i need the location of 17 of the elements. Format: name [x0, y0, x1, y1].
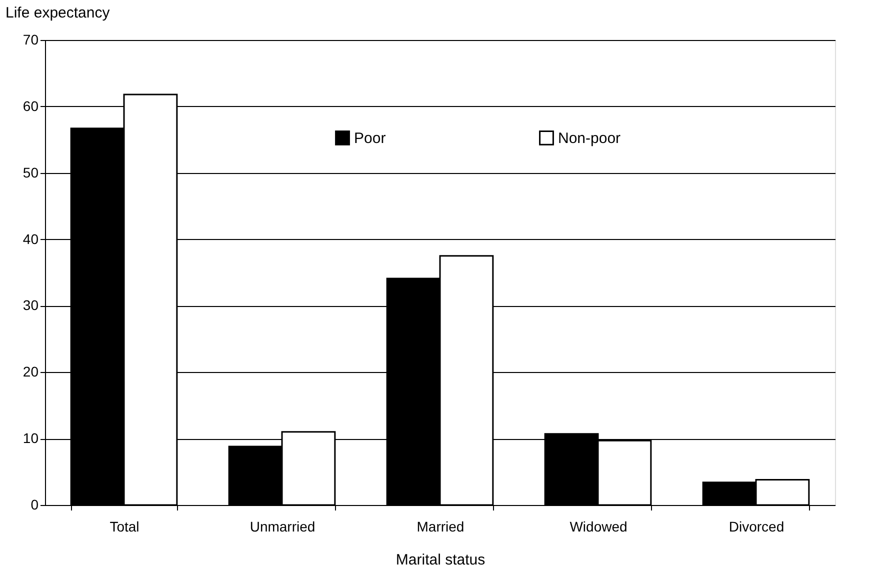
legend-label: Poor [354, 130, 386, 147]
x-axis-title: Marital status [396, 552, 486, 568]
y-tick-label: 10 [22, 430, 39, 446]
y-tick-label: 50 [22, 164, 39, 180]
x-tick-label: Divorced [728, 518, 784, 534]
y-tick-label: 60 [22, 98, 39, 114]
y-tick-label: 30 [22, 297, 39, 314]
legend-label: Non-poor [558, 130, 621, 147]
x-tick-label: Married [416, 518, 464, 534]
y-axis-title: Life expectancy [6, 4, 110, 22]
y-tick-label: 20 [22, 364, 39, 380]
x-tick-label: Unmarried [250, 518, 316, 534]
x-tick-label: Widowed [570, 518, 628, 534]
y-tick-label: 40 [22, 230, 39, 247]
y-tick-label: 0 [30, 496, 39, 512]
y-tick-label: 70 [22, 32, 39, 48]
x-tick-label: Total [110, 518, 140, 534]
